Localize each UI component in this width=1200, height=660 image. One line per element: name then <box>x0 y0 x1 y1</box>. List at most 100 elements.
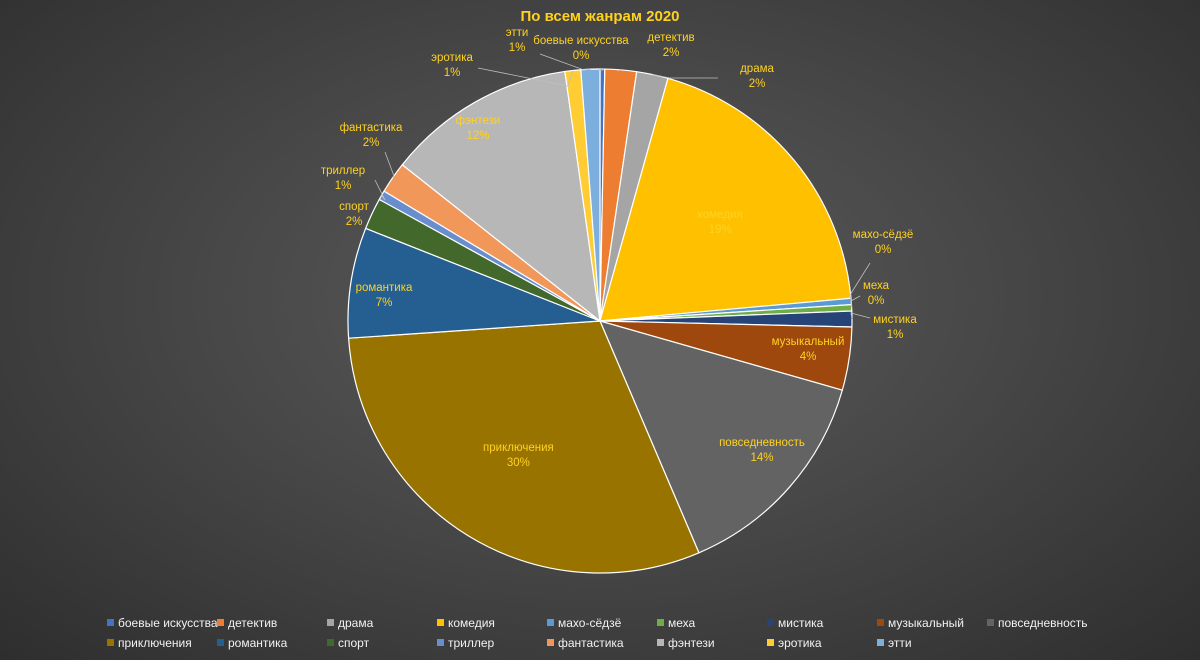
legend-swatch <box>327 639 334 646</box>
data-label-category: детектив <box>647 32 694 44</box>
legend-label: меха <box>668 616 696 630</box>
data-label-category: спорт <box>339 201 370 213</box>
data-label-value: 0% <box>868 295 885 307</box>
leader-line <box>539 53 591 71</box>
legend-swatch <box>547 619 554 626</box>
data-label-value: 1% <box>444 67 461 79</box>
legend-item: этти <box>877 636 912 650</box>
leader-line <box>849 262 871 302</box>
legend: боевые искусства детектив драма комедия махо… <box>107 616 1088 650</box>
legend-label: махо-сёдзё <box>558 616 622 630</box>
legend-label: фэнтези <box>668 636 715 650</box>
legend-item: боевые искусства <box>107 616 218 630</box>
data-label-category: комедия <box>698 209 743 221</box>
data-label-value: 7% <box>376 297 393 309</box>
legend-label: эротика <box>778 636 822 650</box>
data-label-value: 1% <box>887 329 904 341</box>
legend-label: спорт <box>338 636 370 650</box>
legend-swatch <box>107 619 114 626</box>
legend-swatch <box>327 619 334 626</box>
legend-label: музыкальный <box>888 616 964 630</box>
leader-line <box>850 295 861 308</box>
legend-swatch <box>437 619 444 626</box>
pie-slice <box>347 227 601 339</box>
legend-swatch <box>217 619 224 626</box>
chart-title: По всем жанрам 2020 <box>520 8 679 25</box>
legend-item: приключения <box>107 636 192 650</box>
leader-line <box>597 68 603 71</box>
legend-item: эротика <box>767 636 822 650</box>
legend-label: мистика <box>778 616 824 630</box>
data-label-category: музыкальный <box>772 336 845 348</box>
data-label-value: 2% <box>346 216 363 228</box>
legend-label: повседневность <box>998 616 1088 630</box>
pie-slice <box>599 77 852 322</box>
legend-label: комедия <box>448 616 495 630</box>
pie-slice <box>401 70 601 322</box>
data-label-value: 2% <box>749 78 766 90</box>
legend-item: комедия <box>437 616 495 630</box>
legend-item: романтика <box>217 636 288 650</box>
data-label-category: драма <box>740 63 774 75</box>
data-label-value: 0% <box>875 244 892 256</box>
data-label-category: фантастика <box>340 122 403 134</box>
legend-label: романтика <box>228 636 288 650</box>
data-label-category: боевые искусства <box>533 35 629 47</box>
leader-line <box>617 69 621 72</box>
data-labels: боевые искусства 0% детектив 2% драма 2% комед… <box>321 27 917 469</box>
legend-swatch <box>657 619 664 626</box>
leader-line <box>384 151 395 178</box>
data-label-category: романтика <box>356 282 413 294</box>
legend-label: детектив <box>228 616 277 630</box>
data-label-category: триллер <box>321 165 365 177</box>
legend-item: детектив <box>217 616 277 630</box>
legend-item: махо-сёдзё <box>547 616 622 630</box>
legend-item: меха <box>657 616 696 630</box>
data-label-value: 4% <box>800 351 817 363</box>
data-label-category: мистика <box>873 314 917 326</box>
legend-label: драма <box>338 616 374 630</box>
data-label-category: повседневность <box>719 437 805 449</box>
data-label-category: махо-сёдзё <box>853 229 914 241</box>
data-label-value: 2% <box>363 137 380 149</box>
data-label-value: 2% <box>663 47 680 59</box>
data-label-category: эротика <box>431 52 473 64</box>
legend-swatch <box>547 639 554 646</box>
data-label-value: 19% <box>709 224 732 236</box>
legend-item: мистика <box>767 616 824 630</box>
legend-item: фэнтези <box>657 636 715 650</box>
leader-line <box>850 312 871 320</box>
legend-item: драма <box>327 616 374 630</box>
pie-slice <box>347 320 700 574</box>
data-label-value: 1% <box>335 180 352 192</box>
pie-slice <box>580 68 601 322</box>
legend-swatch <box>767 619 774 626</box>
legend-item: спорт <box>327 636 370 650</box>
leader-line <box>652 74 718 79</box>
leader-line <box>477 67 574 87</box>
legend-label: этти <box>888 636 912 650</box>
legend-label: триллер <box>448 636 495 650</box>
legend-swatch <box>437 639 444 646</box>
legend-item: триллер <box>437 636 495 650</box>
data-label-value: 14% <box>750 452 773 464</box>
data-label-value: 30% <box>507 457 530 469</box>
legend-swatch <box>217 639 224 646</box>
pie-slices <box>347 68 853 574</box>
legend-item: повседневность <box>987 616 1088 630</box>
legend-label: боевые искусства <box>118 616 218 630</box>
pie-slice <box>599 320 843 554</box>
legend-item: фантастика <box>547 636 624 650</box>
data-label-category: фэнтези <box>456 115 501 127</box>
legend-swatch <box>877 619 884 626</box>
legend-swatch <box>657 639 664 646</box>
data-label-value: 0% <box>573 50 590 62</box>
data-label-value: 12% <box>466 130 489 142</box>
data-label-value: 1% <box>509 42 526 54</box>
data-label-category: этти <box>506 27 529 39</box>
legend-item: музыкальный <box>877 616 964 630</box>
legend-label: приключения <box>118 636 192 650</box>
leader-line <box>374 179 386 201</box>
